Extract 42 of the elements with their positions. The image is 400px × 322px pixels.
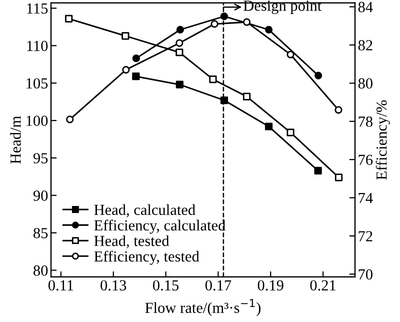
x-axis-title: Flow rate/(m³·s$^{−1}$) [145, 299, 260, 316]
y-tick-label: 95 [33, 153, 48, 164]
point [65, 14, 73, 22]
point [209, 76, 217, 84]
legend-label: Head, calculated [94, 204, 196, 218]
x-tick-label: 0.19 [258, 280, 284, 291]
point [242, 92, 251, 100]
y-tick-label: 110 [27, 40, 48, 52]
y2-tick-label: 72 [358, 231, 372, 242]
x-tick-label: 0.15 [153, 280, 179, 291]
point [132, 72, 140, 80]
y-tick-label: 105 [26, 78, 48, 89]
x-tick-label: 0.13 [100, 280, 126, 291]
y-tick-label: 115 [27, 3, 48, 14]
legend-label: Efficiency, calculated [94, 220, 226, 234]
x-tick-label: 0.11 [48, 280, 74, 291]
legend-label: Head, tested [94, 235, 170, 248]
y-tick-label: 90 [33, 190, 48, 201]
ref-line-label: Design point [244, 0, 322, 14]
point [334, 174, 343, 182]
y2-tick-label: 76 [358, 154, 373, 165]
point [264, 122, 273, 130]
x-tick-label: 0.21 [310, 280, 336, 291]
y2-tick-label: 82 [358, 40, 372, 50]
y2-tick-label: 74 [358, 192, 373, 204]
point [176, 48, 184, 56]
point [220, 96, 228, 104]
y2-tick-label: 70 [358, 269, 372, 280]
x-tick-label: 0.17 [205, 280, 232, 291]
y2-tick-label: 78 [358, 116, 372, 127]
y-tick-label: 100 [26, 116, 48, 126]
point [314, 166, 322, 174]
point [286, 128, 294, 136]
y2-axis-title: Efficiency/% [376, 100, 390, 180]
point [122, 32, 130, 40]
y-tick-label: 80 [34, 265, 48, 276]
legend-label: Efficiency, tested [94, 250, 200, 265]
y-tick-label: 85 [34, 228, 48, 238]
y2-tick-label: 80 [358, 78, 372, 89]
point [176, 80, 184, 88]
y2-tick-label: 84 [358, 2, 373, 12]
y-axis-title: Head/m [10, 116, 21, 164]
